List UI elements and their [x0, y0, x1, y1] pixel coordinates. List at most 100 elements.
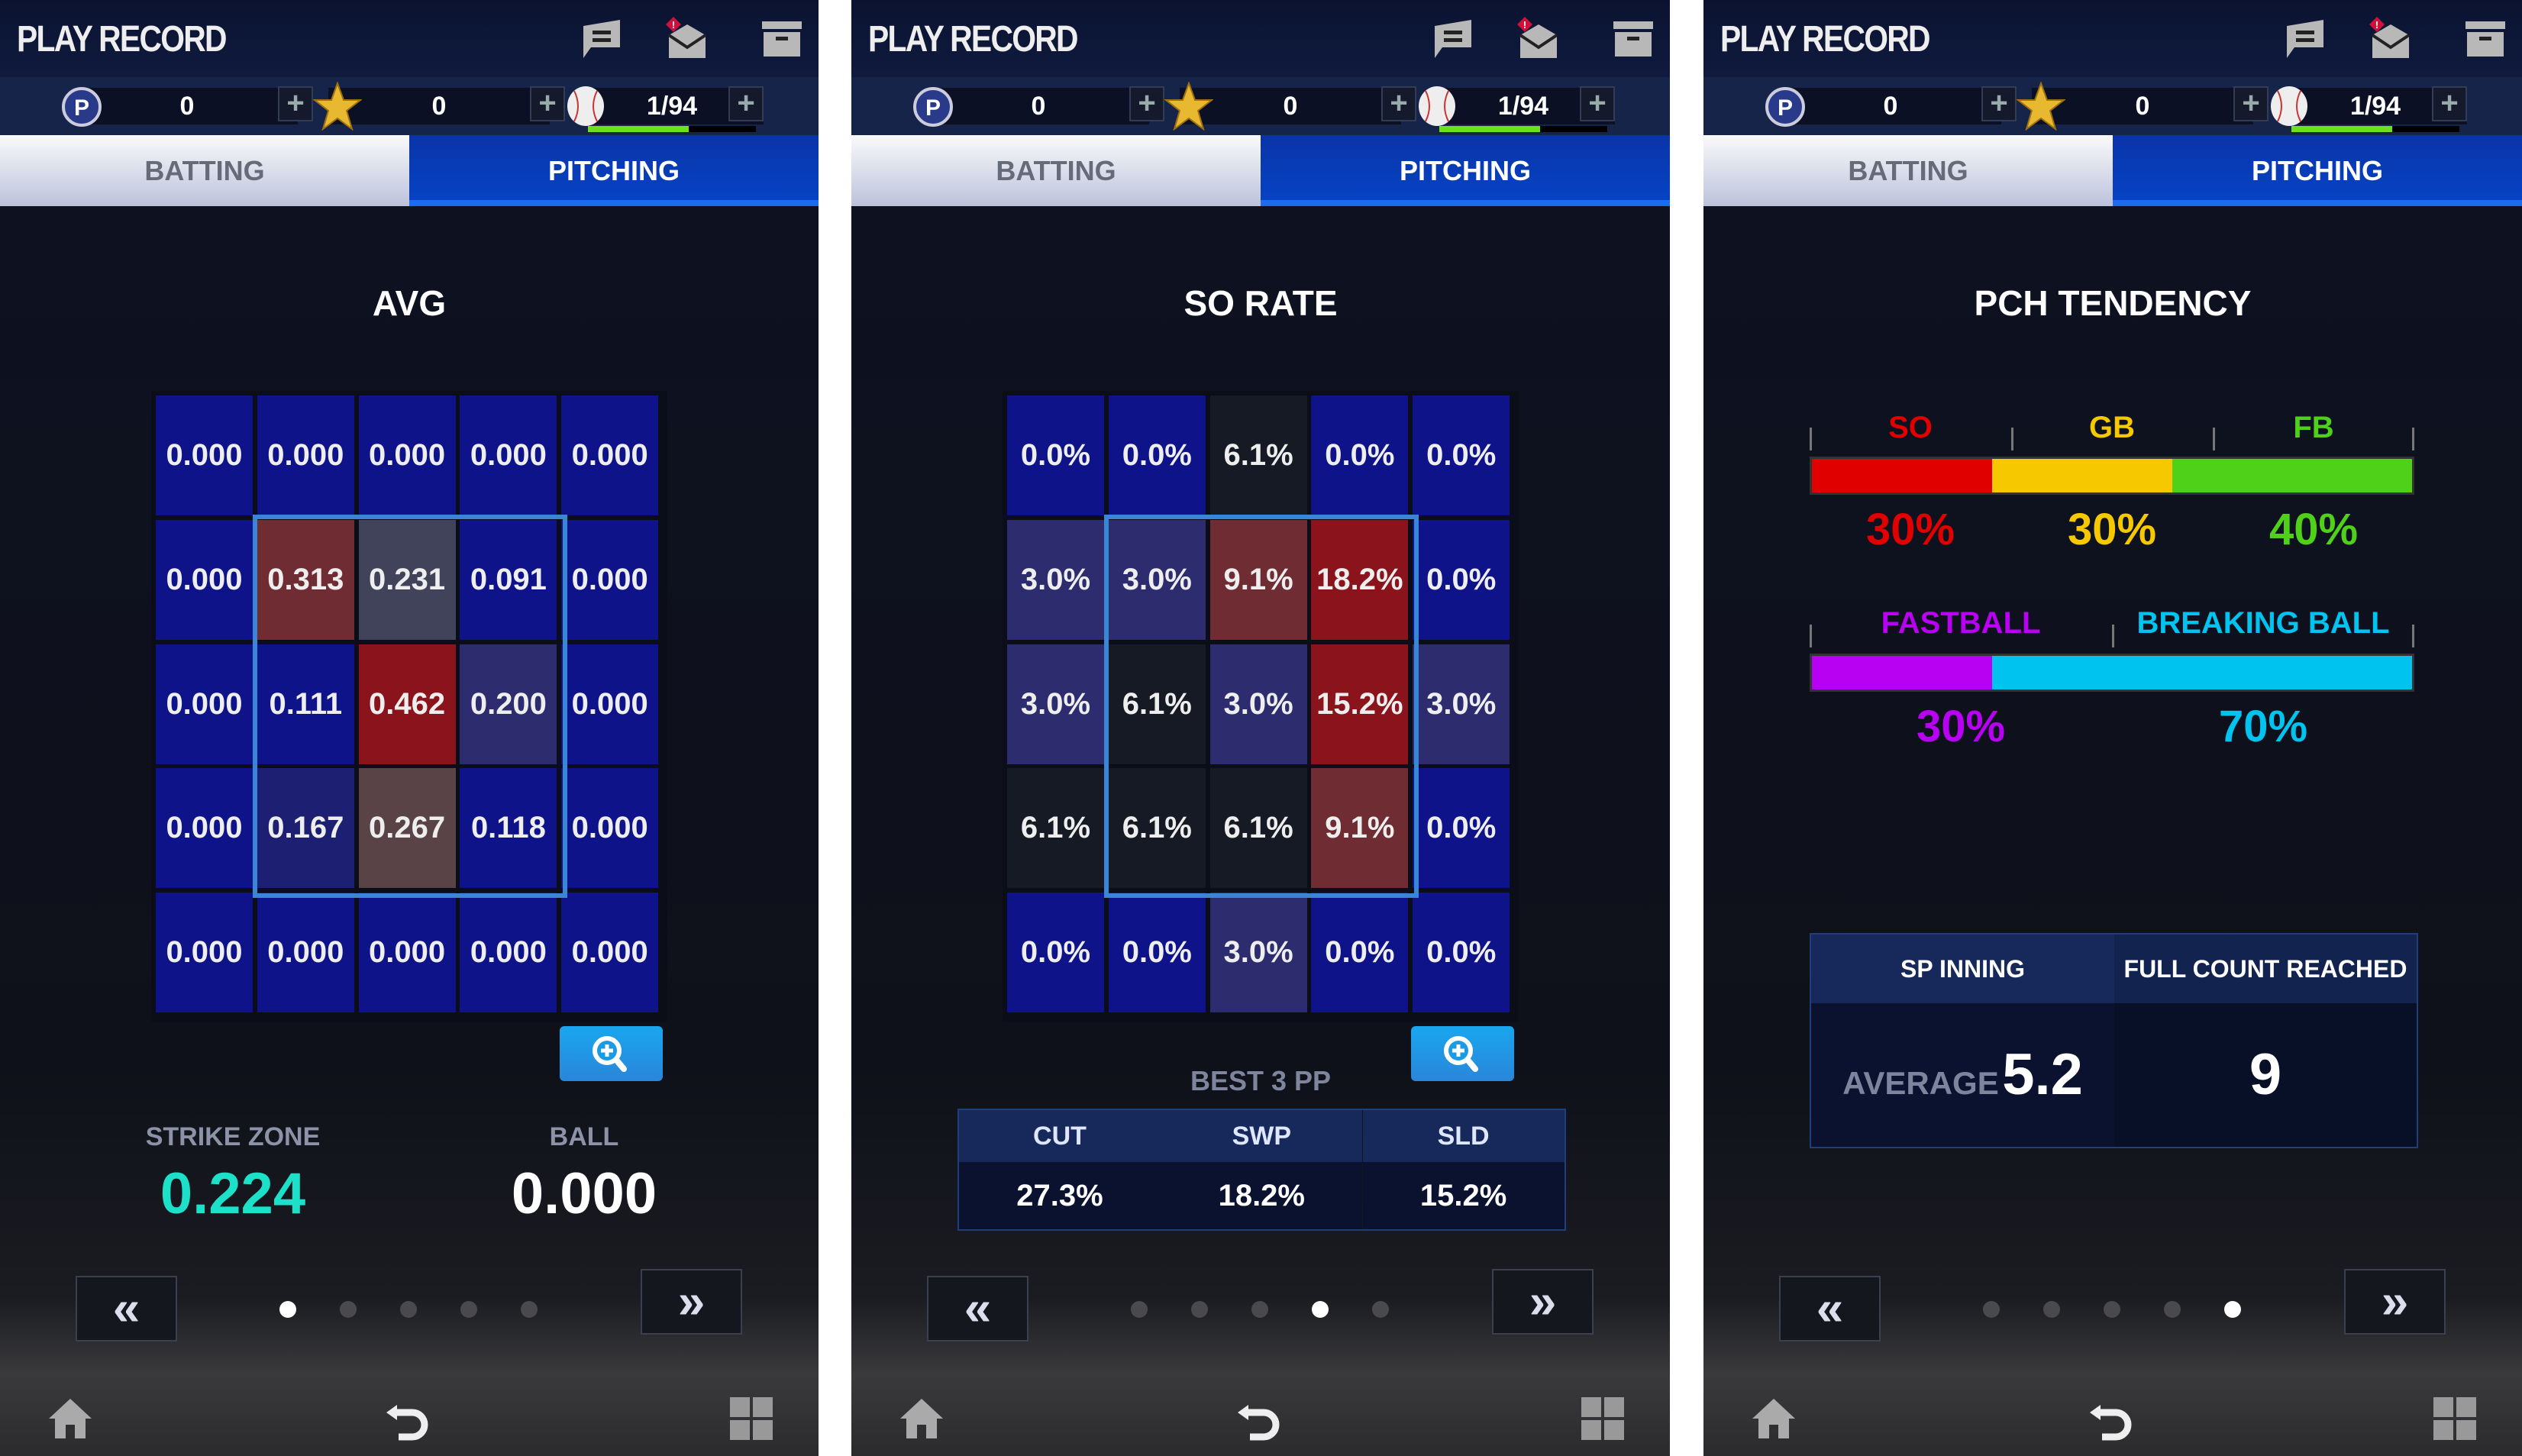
zoom-button[interactable] — [1411, 1026, 1514, 1081]
zone-cell: 0.000 — [561, 644, 659, 764]
storage-icon[interactable] — [1612, 17, 1655, 60]
back-icon[interactable] — [2085, 1394, 2134, 1443]
chat-icon[interactable] — [1432, 17, 1474, 60]
bar-tick — [2112, 625, 2114, 647]
section-title: PCH TENDENCY — [1974, 283, 2252, 323]
tab-pitching[interactable]: PITCHING — [1261, 135, 1670, 206]
page-indicator-dot[interactable] — [1131, 1301, 1148, 1318]
zone-cell: 15.2% — [1311, 644, 1409, 764]
zone-cell: 0.111 — [257, 644, 354, 764]
tendency-bar-segment — [2172, 459, 2412, 492]
pitch-header: CUT — [959, 1110, 1161, 1162]
currency-value: 1/94 — [646, 92, 698, 121]
currency-value: 1/94 — [2349, 92, 2401, 121]
zone-cell: 9.1% — [1311, 768, 1409, 889]
chat-icon[interactable] — [2284, 17, 2327, 60]
currency-bar: 0 P +0 +1/94 + — [851, 77, 1670, 135]
tendency-label: BREAKING BALL — [2136, 606, 2390, 640]
page-indicator-dot[interactable] — [1191, 1301, 1208, 1318]
add-currency-button[interactable]: + — [1981, 86, 2017, 121]
chat-icon[interactable] — [580, 17, 623, 60]
tendency-label: FASTBALL — [1881, 606, 2041, 640]
add-currency-button[interactable]: + — [530, 86, 565, 121]
magnify-plus-icon — [593, 1036, 627, 1072]
zoom-button[interactable] — [560, 1026, 663, 1081]
mail-icon[interactable]: ! — [1516, 17, 1558, 60]
tab-batting[interactable]: BATTING — [851, 135, 1261, 206]
currency-box: 0 — [928, 88, 1149, 124]
star-icon — [1164, 82, 1213, 131]
page-indicator-dot[interactable] — [340, 1301, 357, 1318]
pitch-header: SLD — [1362, 1110, 1565, 1162]
menu-grid-icon[interactable] — [727, 1394, 776, 1443]
mail-icon[interactable]: ! — [664, 17, 707, 60]
page-indicator-dot[interactable] — [2224, 1301, 2241, 1318]
next-page-button[interactable]: » — [1492, 1269, 1594, 1335]
storage-icon[interactable] — [760, 17, 803, 60]
zone-cell: 3.0% — [1209, 893, 1307, 1013]
tendency-bar-segment — [1812, 656, 1992, 689]
zone-cell: 0.167 — [257, 768, 354, 889]
home-icon[interactable] — [46, 1394, 95, 1443]
zone-cell: 0.000 — [561, 768, 659, 889]
prev-page-button[interactable]: « — [927, 1276, 1028, 1341]
add-currency-button[interactable]: + — [1129, 86, 1164, 121]
mail-icon[interactable]: ! — [2368, 17, 2411, 60]
next-page-button[interactable]: » — [2344, 1269, 2446, 1335]
page-indicator-dot[interactable] — [2104, 1301, 2120, 1318]
page-indicator-dot[interactable] — [2164, 1301, 2181, 1318]
page-indicator-dot[interactable] — [400, 1301, 417, 1318]
page-indicator-dot[interactable] — [521, 1301, 538, 1318]
currency-value: 0 — [2135, 92, 2150, 121]
home-icon[interactable] — [1749, 1394, 1798, 1443]
tab-batting[interactable]: BATTING — [0, 135, 409, 206]
add-currency-button[interactable]: + — [728, 86, 764, 121]
page-indicator-dot[interactable] — [1312, 1301, 1329, 1318]
add-currency-button[interactable]: + — [1580, 86, 1615, 121]
play-record-panel: PLAY RECORD ! 0 P +0 +1/94 + BATTING PITCHIN… — [1703, 0, 2522, 1456]
add-currency-button[interactable]: + — [2432, 86, 2467, 121]
zone-cell: 0.0% — [1108, 395, 1206, 515]
currency-box: 0 — [76, 88, 298, 124]
tab-pitching[interactable]: PITCHING — [409, 135, 819, 206]
page-indicator-dot[interactable] — [1983, 1301, 2000, 1318]
page-indicator-dot[interactable] — [460, 1301, 477, 1318]
page-title: PLAY RECORD — [17, 19, 227, 60]
prev-page-button[interactable]: « — [76, 1276, 177, 1341]
pitch_type-bar — [1810, 654, 2414, 692]
bar-tick — [1810, 428, 1812, 450]
add-currency-button[interactable]: + — [278, 86, 313, 121]
zone-heatmap: 0.0% 0.0% 6.1% 0.0% 0.0% 3.0% 3.0% 9.1% 18.2% 0.0… — [1003, 391, 1519, 1022]
home-icon[interactable] — [897, 1394, 946, 1443]
page-indicator-dot[interactable] — [2043, 1301, 2060, 1318]
menu-grid-icon[interactable] — [1578, 1394, 1627, 1443]
zone-cell: 9.1% — [1209, 519, 1307, 640]
page-indicator-dot[interactable] — [1372, 1301, 1389, 1318]
back-icon[interactable] — [1233, 1394, 1282, 1443]
tab-pitching[interactable]: PITCHING — [2113, 135, 2522, 206]
zone-cell: 0.000 — [358, 395, 456, 515]
back-icon[interactable] — [382, 1394, 431, 1443]
zone-cell: 0.0% — [1413, 768, 1510, 889]
add-currency-button[interactable]: + — [2233, 86, 2269, 121]
currency-box: 0 — [1780, 88, 2001, 124]
svg-text:!: ! — [672, 19, 675, 31]
zone-heatmap: 0.000 0.000 0.000 0.000 0.000 0.000 0.313 0.231… — [151, 391, 667, 1022]
currency-box: 0 — [328, 88, 550, 124]
page-indicator-dot[interactable] — [1251, 1301, 1268, 1318]
zone-cell: 0.0% — [1108, 893, 1206, 1013]
play-record-panel: PLAY RECORD ! 0 P +0 +1/94 + BATTING PITCHIN… — [0, 0, 819, 1456]
menu-grid-icon[interactable] — [2430, 1394, 2479, 1443]
stamina-progress — [588, 126, 756, 132]
zone-cell: 0.231 — [358, 519, 456, 640]
page-indicator-dot[interactable] — [279, 1301, 296, 1318]
next-page-button[interactable]: » — [641, 1269, 742, 1335]
currency-box: 0 — [1180, 88, 1401, 124]
currency-value: 0 — [1883, 92, 1898, 121]
play-record-panel: PLAY RECORD ! 0 P +0 +1/94 + BATTING PITCHIN… — [851, 0, 1670, 1456]
storage-icon[interactable] — [2464, 17, 2507, 60]
tab-batting[interactable]: BATTING — [1703, 135, 2113, 206]
add-currency-button[interactable]: + — [1381, 86, 1416, 121]
zone-cell: 0.000 — [156, 893, 253, 1013]
prev-page-button[interactable]: « — [1779, 1276, 1881, 1341]
